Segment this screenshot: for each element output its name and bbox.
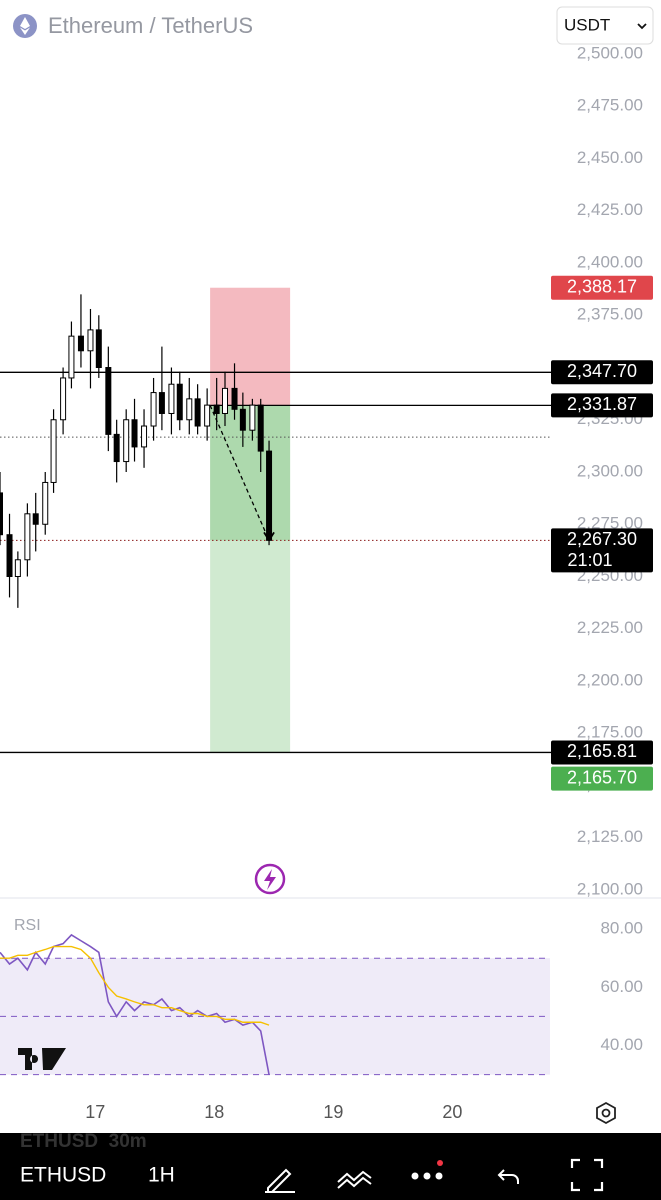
draw-icon[interactable] [265,1168,295,1193]
candle-body [32,513,39,525]
more-dot[interactable] [411,1172,419,1180]
candle-body [141,425,148,448]
notify-dot [437,1160,443,1166]
logo [18,1048,66,1070]
x-tick-label: 20 [442,1102,462,1122]
price-tag [551,528,653,573]
candle-body [95,329,102,369]
price-tag [551,766,653,791]
stop-zone [210,287,291,406]
candle-body [42,481,49,525]
candle-body [186,398,193,421]
price-tag-label: 2,388.17 [567,276,637,296]
chevron [637,23,647,30]
projection-arrow [209,405,270,541]
indicator-icon[interactable] [337,1170,372,1189]
y-tick-label: 2,425.00 [577,200,643,219]
candle-body [239,408,246,431]
y-tick-label: 2,500.00 [577,43,643,62]
title: Ethereum / TetherUS [48,13,253,38]
currency[interactable]: USDT [564,15,610,34]
y-tick-label: 2,275.00 [577,514,643,533]
y-tick-label: 2,200.00 [577,670,643,689]
y-tick-label: 2,475.00 [577,96,643,115]
candle-body [77,335,84,352]
y-tick-label: 80.00 [600,919,643,938]
bolt [264,869,276,890]
candle-body [24,513,31,561]
candle-body [194,398,201,427]
candle-body [68,335,75,379]
more-dot [423,1172,431,1180]
candle-body [176,383,183,421]
price-tag [551,360,653,385]
price-tag-label: 2,165.81 [567,741,637,761]
previous-symbol: ETHUSD 30m [20,1131,147,1152]
price-tag-label: 2,165.70 [567,767,637,787]
y-tick-label: 2,300.00 [577,461,643,480]
candle-body [150,392,157,427]
more-dot [435,1172,443,1180]
arrow-head [263,531,275,543]
price-tag [551,275,653,300]
candle-body [14,559,21,578]
price-tag-label: 2,267.30 [567,529,637,549]
y-tick-label: 60.00 [600,977,643,996]
currency-select[interactable] [556,6,654,45]
symbol[interactable]: ETHUSD [20,1164,106,1187]
candle-body [131,419,138,448]
rsi-line [0,933,270,1075]
candle-body [6,534,13,578]
rsi-title: RSI [14,917,41,934]
candle-body [222,387,228,414]
settings-dot [601,1108,611,1118]
price-chart: 2,100.002,125.002,150.002,175.002,200.00… [0,43,653,1122]
y-tick-label: 2,100.00 [577,879,643,898]
candle-body [105,367,112,435]
y-tick-label: 2,125.00 [577,827,643,846]
undo-icon[interactable] [497,1169,519,1184]
y-tick-label: 40.00 [600,1035,643,1054]
y-tick-label: 2,450.00 [577,148,643,167]
price-tag-label: 2,347.70 [567,361,637,381]
countdown: 21:01 [567,550,612,570]
y-tick-label: 2,400.00 [577,252,643,271]
interval[interactable]: 1H [148,1164,175,1187]
rsi-line [0,945,270,1026]
rsi-chart: 40.00 60.00 80.00 RSI [0,917,643,1076]
x-tick-label: 19 [323,1102,343,1122]
candle-body [249,404,256,431]
candle-body [0,492,3,536]
price-tag-label: 2,331.87 [567,394,637,414]
candle-body [257,404,264,452]
x-tick-label: 17 [85,1102,105,1122]
candle-body [266,450,273,541]
eth-glyph [20,17,30,35]
candle-body [50,419,57,483]
settings-icon[interactable] [596,1101,616,1125]
candle-body [168,383,175,414]
target-zone [210,405,291,753]
y-tick-label: 2,375.00 [577,305,643,324]
candle-body [60,377,67,421]
toolbar [0,1133,661,1200]
y-tick-label: 2,225.00 [577,618,643,637]
x-tick-label: 18 [204,1102,224,1122]
candle-body [87,329,94,352]
candle-body [231,387,238,410]
y-tick-label: 2,175.00 [577,723,643,742]
candle-body [113,433,120,463]
candle-body [204,404,211,427]
price-tag [551,740,653,765]
candle-body [123,419,130,463]
candle-body [158,392,165,414]
candle-body [213,404,220,414]
fullscreen-icon[interactable] [570,1158,604,1192]
price-tag [551,393,653,418]
